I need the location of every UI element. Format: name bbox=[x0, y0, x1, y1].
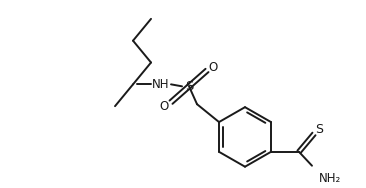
Text: O: O bbox=[208, 61, 218, 74]
Text: S: S bbox=[185, 80, 193, 93]
Text: NH₂: NH₂ bbox=[319, 172, 341, 185]
Text: O: O bbox=[160, 100, 169, 113]
Text: S: S bbox=[315, 124, 323, 136]
Text: NH: NH bbox=[152, 78, 170, 91]
